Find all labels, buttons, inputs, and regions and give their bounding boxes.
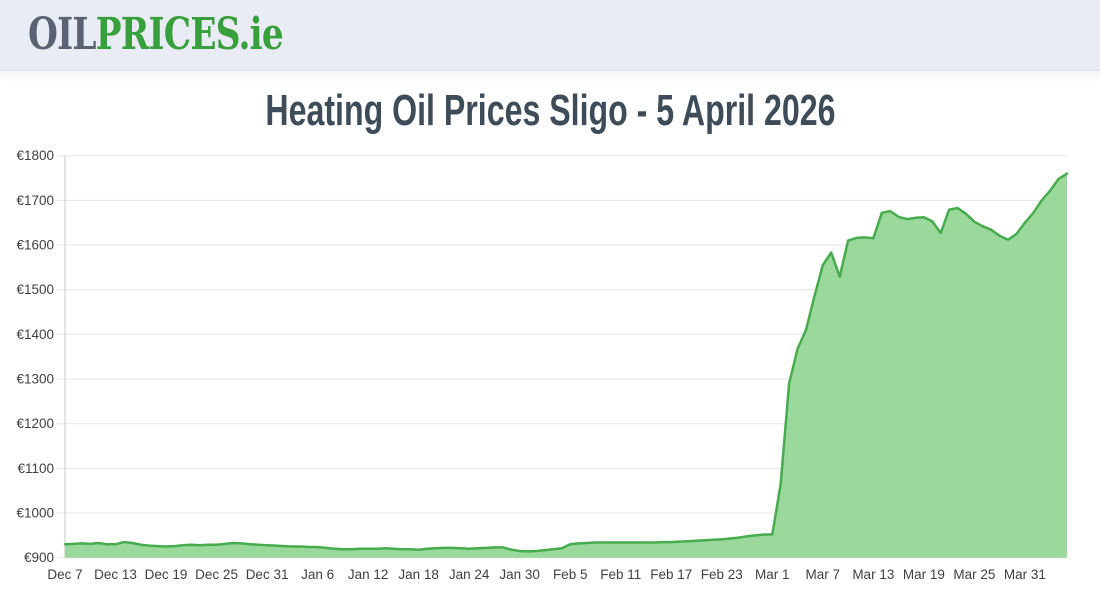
x-tick-label: Dec 7: [47, 567, 82, 582]
logo-text-oil: OIL: [28, 9, 97, 60]
x-tick-label: Mar 13: [852, 567, 894, 582]
y-tick-label: €1400: [16, 327, 54, 342]
x-tick-label: Dec 19: [145, 567, 188, 582]
y-tick-label: €1000: [16, 506, 54, 521]
price-area[interactable]: [65, 173, 1067, 558]
y-tick-label: €1600: [16, 238, 54, 253]
x-tick-label: Mar 31: [1004, 567, 1046, 582]
y-tick-label: €1300: [16, 372, 54, 387]
x-tick-label: Feb 23: [701, 567, 743, 582]
x-tick-label: Jan 30: [499, 567, 540, 582]
y-tick-label: €1700: [16, 193, 54, 208]
y-tick-label: €1800: [16, 148, 54, 163]
x-tick-label: Feb 11: [600, 567, 641, 582]
x-tick-label: Mar 25: [953, 567, 995, 582]
y-tick-label: €1100: [17, 461, 54, 476]
site-logo[interactable]: OILPRICES.ie: [28, 13, 284, 57]
x-tick-label: Jan 6: [301, 567, 334, 582]
y-tick-label: €900: [24, 550, 54, 565]
price-chart[interactable]: €900 €1000 €1100 €1200 €1300 €1400 €1500 €1600 €…: [0, 145, 1100, 600]
x-tick-label: Mar 1: [755, 567, 790, 582]
x-tick-label: Jan 12: [348, 567, 389, 582]
price-chart-svg[interactable]: €900 €1000 €1100 €1200 €1300 €1400 €1500 €1600 €…: [0, 145, 1100, 600]
x-tick-label: Dec 31: [246, 567, 289, 582]
page-title: Heating Oil Prices Sligo - 5 April 2026: [264, 86, 836, 135]
logo-text-prices: PRICES: [95, 9, 240, 60]
x-tick-label: Dec 13: [94, 567, 137, 582]
x-tick-label: Feb 17: [650, 567, 692, 582]
x-tick-label: Mar 19: [903, 567, 945, 582]
site-header: OILPRICES.ie: [0, 0, 1100, 71]
y-tick-label: €1200: [16, 416, 54, 431]
price-line[interactable]: [63, 172, 1069, 553]
x-tick-label: Dec 25: [195, 567, 238, 582]
x-tick-label: Jan 18: [398, 567, 439, 582]
x-tick-label: Mar 7: [806, 567, 841, 582]
logo-text-ie: .ie: [238, 9, 283, 60]
y-tick-label: €1500: [16, 282, 54, 297]
x-tick-label: Jan 24: [449, 567, 490, 582]
x-tick-label: Feb 5: [553, 567, 588, 582]
page-title-container: Heating Oil Prices Sligo - 5 April 2026: [0, 86, 1100, 137]
